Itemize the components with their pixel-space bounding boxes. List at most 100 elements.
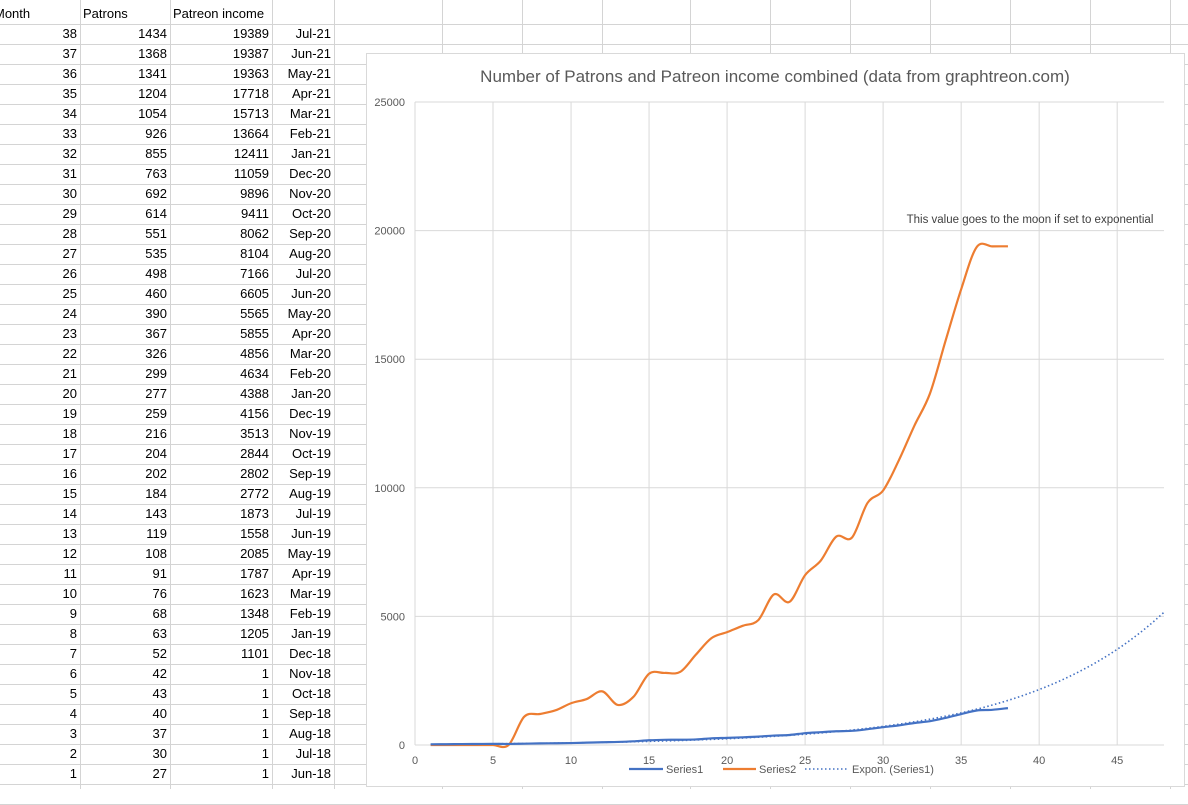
cell-income[interactable]: 8062 — [240, 226, 269, 241]
cell-patrons[interactable]: 1054 — [138, 106, 167, 121]
cell-month[interactable]: 30 — [62, 186, 77, 201]
cell-month[interactable]: 35 — [62, 86, 77, 101]
cell-month[interactable]: 16 — [62, 466, 77, 481]
cell-income[interactable]: 4388 — [240, 386, 269, 401]
cell-income[interactable]: 4156 — [240, 406, 269, 421]
cell-date[interactable]: Nov-20 — [289, 186, 331, 201]
cell-date[interactable]: Jun-18 — [291, 766, 331, 781]
cell-patrons[interactable]: 1341 — [138, 66, 167, 81]
cell-month[interactable]: 27 — [62, 246, 77, 261]
cell-month[interactable]: 4 — [69, 706, 77, 721]
cell-month[interactable]: 11 — [63, 566, 78, 581]
cell-month[interactable]: 26 — [62, 266, 77, 281]
cell-patrons[interactable]: 551 — [145, 226, 167, 241]
cell-income[interactable]: 19387 — [232, 46, 269, 61]
cell-month[interactable]: 9 — [69, 606, 77, 621]
cell-patrons[interactable]: 76 — [152, 586, 167, 601]
cell-month[interactable]: 18 — [62, 426, 77, 441]
cell-income[interactable]: 1205 — [240, 626, 269, 641]
cell-income[interactable]: 1873 — [240, 506, 269, 521]
cell-income[interactable]: 1 — [261, 666, 269, 681]
cell-patrons[interactable]: 259 — [145, 406, 167, 421]
cell-date[interactable]: Jul-18 — [295, 746, 331, 761]
cell-date[interactable]: Apr-19 — [291, 566, 331, 581]
cell-patrons[interactable]: 184 — [145, 486, 167, 501]
cell-patrons[interactable]: 498 — [145, 266, 167, 281]
cell-date[interactable]: Jun-21 — [291, 46, 331, 61]
cell-month[interactable]: 13 — [62, 526, 77, 541]
cell-month[interactable]: 38 — [62, 26, 77, 41]
cell-patrons[interactable]: 763 — [145, 166, 167, 181]
cell-income[interactable]: 1 — [261, 706, 269, 721]
cell-income[interactable]: 2802 — [240, 466, 269, 481]
cell-patrons[interactable]: 367 — [145, 326, 167, 341]
header-income[interactable]: Patreon income — [173, 6, 265, 21]
cell-income[interactable]: 15713 — [232, 106, 269, 121]
cell-patrons[interactable]: 926 — [145, 126, 167, 141]
cell-month[interactable]: 36 — [62, 66, 77, 81]
cell-date[interactable]: Mar-19 — [289, 586, 331, 601]
header-month[interactable]: Month — [0, 6, 31, 21]
cell-month[interactable]: 33 — [62, 126, 77, 141]
cell-month[interactable]: 25 — [62, 286, 77, 301]
cell-month[interactable]: 5 — [69, 686, 77, 701]
cell-income[interactable]: 1787 — [240, 566, 269, 581]
cell-date[interactable]: Jul-19 — [295, 506, 331, 521]
cell-month[interactable]: 10 — [62, 586, 77, 601]
cell-date[interactable]: May-21 — [287, 66, 331, 81]
cell-month[interactable]: 2 — [69, 746, 77, 761]
cell-income[interactable]: 8104 — [240, 246, 269, 261]
cell-month[interactable]: 19 — [62, 406, 77, 421]
cell-income[interactable]: 4856 — [240, 346, 269, 361]
cell-patrons[interactable]: 108 — [145, 546, 167, 561]
cell-date[interactable]: Jan-19 — [291, 626, 331, 641]
cell-date[interactable]: Mar-21 — [289, 106, 331, 121]
cell-patrons[interactable]: 277 — [145, 386, 167, 401]
cell-income[interactable]: 19389 — [232, 26, 269, 41]
cell-income[interactable]: 5855 — [240, 326, 269, 341]
cell-patrons[interactable]: 1434 — [138, 26, 167, 41]
cell-date[interactable]: Feb-19 — [289, 606, 331, 621]
cell-patrons[interactable]: 52 — [152, 646, 167, 661]
cell-date[interactable]: Feb-20 — [289, 366, 331, 381]
cell-date[interactable]: Aug-19 — [289, 486, 331, 501]
cell-date[interactable]: Sep-19 — [289, 466, 331, 481]
cell-patrons[interactable]: 27 — [152, 766, 167, 781]
cell-month[interactable]: 31 — [62, 166, 77, 181]
cell-patrons[interactable]: 855 — [145, 146, 167, 161]
cell-income[interactable]: 9896 — [240, 186, 269, 201]
cell-income[interactable]: 6605 — [240, 286, 269, 301]
cell-date[interactable]: May-19 — [287, 546, 331, 561]
cell-date[interactable]: Jul-20 — [295, 266, 331, 281]
cell-month[interactable]: 37 — [62, 46, 77, 61]
cell-date[interactable]: Dec-20 — [289, 166, 331, 181]
cell-income[interactable]: 1623 — [240, 586, 269, 601]
chart-area[interactable]: Number of Patrons and Patreon income com… — [366, 53, 1185, 787]
cell-date[interactable]: Aug-20 — [289, 246, 331, 261]
cell-month[interactable]: 28 — [62, 226, 77, 241]
cell-income[interactable]: 2772 — [240, 486, 269, 501]
cell-date[interactable]: Feb-21 — [289, 126, 331, 141]
cell-month[interactable]: 3 — [69, 726, 77, 741]
cell-income[interactable]: 2844 — [240, 446, 269, 461]
cell-date[interactable]: Dec-19 — [289, 406, 331, 421]
cell-income[interactable]: 7166 — [240, 266, 269, 281]
cell-income[interactable]: 1 — [261, 746, 269, 761]
cell-income[interactable]: 3513 — [240, 426, 269, 441]
cell-patrons[interactable]: 535 — [145, 246, 167, 261]
cell-patrons[interactable]: 40 — [152, 706, 167, 721]
cell-patrons[interactable]: 30 — [152, 746, 167, 761]
cell-date[interactable]: Jun-20 — [291, 286, 331, 301]
cell-patrons[interactable]: 119 — [146, 526, 167, 541]
cell-month[interactable]: 20 — [62, 386, 77, 401]
cell-patrons[interactable]: 1204 — [138, 86, 167, 101]
cell-date[interactable]: Apr-21 — [291, 86, 331, 101]
cell-month[interactable]: 29 — [62, 206, 77, 221]
cell-patrons[interactable]: 43 — [152, 686, 167, 701]
cell-patrons[interactable]: 204 — [145, 446, 167, 461]
cell-patrons[interactable]: 692 — [145, 186, 167, 201]
cell-date[interactable]: May-20 — [287, 306, 331, 321]
cell-income[interactable]: 1 — [261, 766, 269, 781]
cell-income[interactable]: 4634 — [240, 366, 269, 381]
cell-income[interactable]: 1558 — [240, 526, 269, 541]
